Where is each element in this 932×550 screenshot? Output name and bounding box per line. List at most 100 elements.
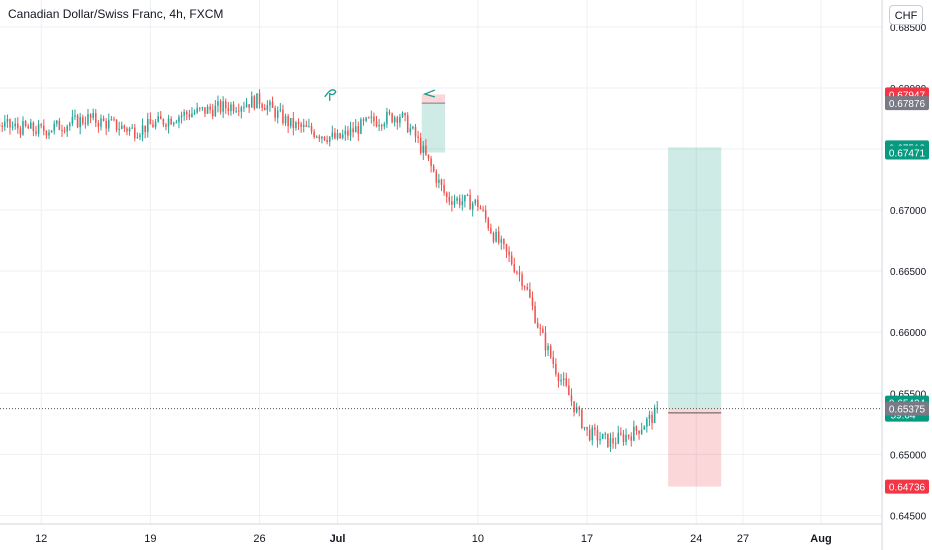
candle-body[interactable]: [313, 131, 315, 138]
candle-body[interactable]: [643, 426, 646, 430]
candle-body[interactable]: [4, 121, 6, 127]
candle-body[interactable]: [596, 429, 599, 441]
candle-body[interactable]: [110, 119, 113, 121]
candle-body[interactable]: [612, 438, 614, 444]
candle-body[interactable]: [11, 126, 14, 128]
candle-body[interactable]: [406, 115, 409, 133]
candle-body[interactable]: [82, 117, 84, 124]
candle-body[interactable]: [523, 286, 526, 288]
candle-body[interactable]: [97, 122, 100, 127]
candle-body[interactable]: [516, 271, 518, 273]
candle-body[interactable]: [479, 207, 482, 210]
candle-body[interactable]: [547, 345, 549, 351]
candle-body[interactable]: [357, 126, 360, 134]
candle-body[interactable]: [170, 118, 172, 125]
candle-body[interactable]: [128, 128, 131, 132]
candle-body[interactable]: [113, 119, 115, 121]
candle-body[interactable]: [308, 126, 310, 128]
candle-body[interactable]: [591, 427, 594, 441]
candle-body[interactable]: [35, 131, 37, 134]
candle-body[interactable]: [375, 121, 378, 127]
candle-body[interactable]: [198, 107, 201, 109]
candle-body[interactable]: [9, 119, 11, 128]
candle-body[interactable]: [560, 379, 562, 382]
candle-body[interactable]: [157, 116, 159, 122]
candle-body[interactable]: [373, 116, 375, 122]
candle-body[interactable]: [438, 179, 440, 183]
candle-body[interactable]: [211, 109, 214, 117]
candle-body[interactable]: [61, 130, 63, 132]
candle-body[interactable]: [414, 126, 417, 137]
candle-body[interactable]: [235, 110, 237, 112]
candle-body[interactable]: [206, 106, 209, 114]
candle-body[interactable]: [172, 122, 175, 125]
position-boxes[interactable]: [421, 94, 722, 487]
candle-body[interactable]: [570, 395, 573, 402]
candle-body[interactable]: [149, 119, 152, 125]
candle-body[interactable]: [40, 124, 42, 126]
candle-body[interactable]: [27, 126, 29, 129]
candle-body[interactable]: [396, 117, 399, 123]
candle-body[interactable]: [22, 121, 24, 135]
candle-body[interactable]: [482, 209, 484, 211]
candle-body[interactable]: [71, 116, 74, 124]
candle-body[interactable]: [87, 114, 89, 125]
candle-body[interactable]: [295, 122, 297, 129]
candle-body[interactable]: [201, 107, 204, 109]
candle-body[interactable]: [50, 130, 53, 133]
candle-body[interactable]: [539, 327, 542, 329]
candle-body[interactable]: [144, 125, 146, 133]
candle-body[interactable]: [191, 113, 193, 117]
candle-body[interactable]: [115, 119, 118, 130]
candle-body[interactable]: [451, 201, 453, 205]
candle-body[interactable]: [646, 418, 648, 427]
candle-body[interactable]: [599, 438, 601, 441]
candle-body[interactable]: [464, 195, 466, 202]
candle-body[interactable]: [412, 126, 414, 129]
candle-body[interactable]: [477, 199, 479, 208]
candle-body[interactable]: [607, 433, 609, 447]
candle-body[interactable]: [367, 117, 370, 119]
candle-body[interactable]: [409, 128, 412, 133]
candle-body[interactable]: [56, 120, 58, 124]
candle-body[interactable]: [445, 192, 448, 197]
time-axis[interactable]: 12 19 26 Jul 10 17 24 27 Aug: [35, 533, 832, 545]
candle-body[interactable]: [425, 145, 427, 155]
candle-body[interactable]: [544, 332, 547, 351]
candle-body[interactable]: [310, 126, 313, 132]
candle-body[interactable]: [162, 119, 165, 125]
p-drawing[interactable]: [324, 89, 337, 101]
candle-body[interactable]: [542, 328, 544, 333]
short-stop-zone[interactable]: [421, 94, 446, 104]
candle-body[interactable]: [269, 101, 271, 106]
candle-body[interactable]: [614, 443, 617, 445]
candle-body[interactable]: [53, 123, 55, 131]
candle-body[interactable]: [458, 198, 461, 206]
long-target-zone[interactable]: [668, 147, 722, 409]
candle-body[interactable]: [360, 119, 362, 134]
candle-body[interactable]: [352, 128, 354, 133]
candle-body[interactable]: [253, 96, 256, 109]
candle-body[interactable]: [461, 201, 464, 206]
candle-body[interactable]: [123, 125, 126, 129]
candle-body[interactable]: [300, 124, 302, 127]
candle-body[interactable]: [74, 115, 76, 117]
candle-body[interactable]: [625, 434, 627, 442]
candle-body[interactable]: [575, 407, 578, 413]
candle-body[interactable]: [354, 126, 357, 133]
candle-body[interactable]: [430, 158, 432, 167]
candle-body[interactable]: [474, 199, 477, 204]
arrow-drawing[interactable]: [422, 89, 436, 98]
candle-body[interactable]: [243, 107, 245, 109]
candle-body[interactable]: [92, 113, 94, 118]
candle-body[interactable]: [609, 438, 612, 447]
candle-body[interactable]: [562, 378, 565, 380]
candles[interactable]: [0, 88, 659, 452]
candle-body[interactable]: [534, 305, 536, 323]
candle-body[interactable]: [484, 210, 487, 219]
candle-body[interactable]: [336, 133, 339, 139]
candle-body[interactable]: [453, 200, 456, 205]
candle-body[interactable]: [175, 122, 178, 124]
candle-body[interactable]: [263, 107, 266, 111]
candle-body[interactable]: [347, 130, 349, 136]
